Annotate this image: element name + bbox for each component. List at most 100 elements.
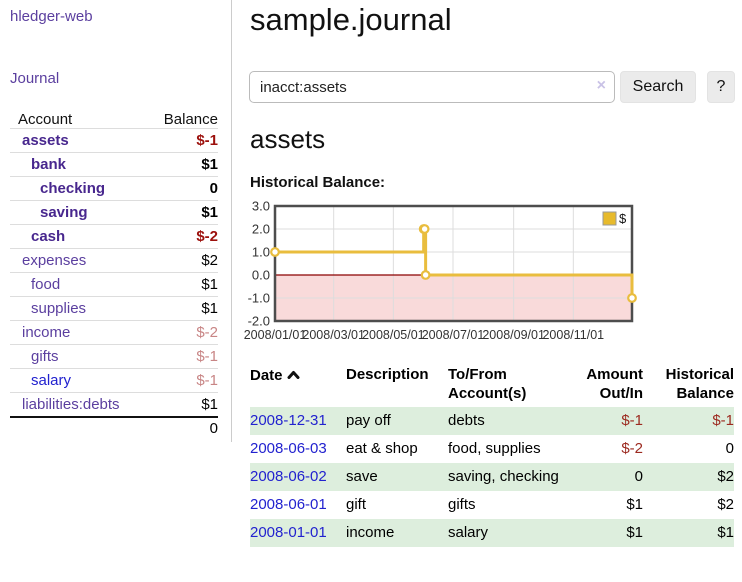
accounts-table: Account Balance assets $-1 bank $1 checking 0…	[10, 104, 218, 438]
register-balance: $2	[717, 496, 734, 513]
accounts-total-value: 0	[209, 419, 218, 437]
register-header-date-label: Date	[250, 367, 283, 384]
account-heading: assets	[250, 124, 326, 154]
x-tick-label: 2008/07/01	[422, 328, 485, 342]
plot-border	[273, 204, 634, 323]
data-point-marker	[420, 270, 431, 280]
register-description: pay off	[346, 407, 448, 435]
register-accounts: food, supplies	[448, 440, 541, 457]
accounts-total-row: 0	[10, 416, 218, 438]
account-link[interactable]: bank	[31, 156, 67, 173]
account-link[interactable]: gifts	[31, 348, 59, 365]
accounts-header-balance: Balance	[163, 111, 218, 128]
register-description: gift	[346, 496, 367, 513]
account-balance: $2	[201, 252, 218, 269]
account-row: income $-2	[10, 320, 218, 344]
x-tick-label: 2008/11/01	[542, 328, 604, 342]
clear-search-icon[interactable]: ×	[596, 77, 606, 94]
account-row: liabilities:debts $1	[10, 392, 218, 416]
account-link[interactable]: checking	[40, 180, 106, 197]
register-date-link[interactable]: 2008-06-02	[250, 468, 327, 485]
account-link[interactable]: saving	[40, 204, 88, 221]
account-balance: $1	[201, 204, 218, 221]
register-accounts: debts	[448, 407, 578, 435]
account-balance: $1	[201, 276, 218, 293]
account-link[interactable]: cash	[31, 228, 66, 245]
account-link[interactable]: income	[22, 324, 71, 341]
search-button[interactable]: Search	[620, 71, 696, 103]
register-row: 2008-01-01 income salary $1 $1	[250, 519, 734, 547]
register-description: income	[346, 519, 448, 547]
register-description: eat & shop	[346, 440, 418, 457]
y-tick-label: -1.0	[248, 291, 270, 306]
search-row: × Search ?	[249, 71, 735, 103]
account-row: expenses $2	[10, 248, 218, 272]
account-link[interactable]: liabilities:debts	[22, 396, 120, 413]
account-row: bank $1	[10, 152, 218, 176]
register-header-description: Description	[346, 366, 429, 383]
register-date-link[interactable]: 2008-01-01	[250, 524, 327, 541]
account-row: cash $-2	[10, 224, 218, 248]
app-brand-link[interactable]: hledger-web	[10, 8, 93, 25]
account-balance: $-1	[196, 132, 218, 149]
register-date-link[interactable]: 2008-12-31	[250, 412, 327, 429]
register-row: 2008-06-01 gift gifts $1 $2	[250, 491, 734, 519]
sort-ascending-icon	[287, 365, 300, 384]
legend-swatch	[602, 211, 617, 226]
account-link[interactable]: food	[31, 276, 61, 293]
account-row: gifts $-1	[10, 344, 218, 368]
data-point-marker	[270, 247, 280, 257]
register-header-accounts: To/From Account(s)	[448, 366, 527, 402]
x-tick-label: 2008/03/01	[302, 328, 365, 342]
register-date-link[interactable]: 2008-06-01	[250, 496, 327, 513]
register-date-link[interactable]: 2008-06-03	[250, 440, 327, 457]
historical-balance-label: Historical Balance:	[250, 174, 386, 191]
account-balance: $1	[201, 156, 218, 173]
register-header-date[interactable]: Date	[250, 363, 346, 407]
account-balance: $1	[201, 300, 218, 317]
search-box: ×	[249, 71, 615, 103]
account-balance: $-2	[196, 228, 218, 245]
legend-label: $	[619, 211, 627, 226]
register-row: 2008-06-03 eat & shop food, supplies $-2 0	[250, 435, 734, 463]
y-tick-label: 0.0	[252, 268, 270, 283]
sidebar-item-journal[interactable]: Journal	[10, 70, 60, 87]
register-description: save	[346, 463, 448, 491]
data-point-marker	[419, 224, 430, 234]
x-tick-label: 2008/01/01	[244, 328, 307, 342]
register-amount: $-1	[578, 407, 643, 435]
account-balance: $-1	[196, 372, 218, 389]
register-table: Date Description To/From Account(s) Amou…	[250, 363, 734, 547]
account-link[interactable]: expenses	[22, 252, 87, 269]
account-row: food $1	[10, 272, 218, 296]
account-balance: $-1	[196, 348, 218, 365]
page-title: sample.journal	[250, 2, 452, 37]
y-tick-label: 3.0	[252, 199, 270, 214]
help-button[interactable]: ?	[707, 71, 735, 103]
register-header-amount: Amount Out/In	[586, 366, 643, 402]
register-balance: 0	[725, 440, 734, 457]
account-link[interactable]: salary	[31, 372, 72, 389]
register-amount: $1	[626, 496, 643, 513]
register-header-row: Date Description To/From Account(s) Amou…	[250, 363, 734, 407]
register-balance: $-1	[643, 407, 734, 435]
account-link[interactable]: supplies	[31, 300, 87, 317]
account-link[interactable]: assets	[22, 132, 69, 149]
balance-chart-svg: $3.0 2.0 1.0 0.0 -1.0 -2.02008/01/012008/03/0…	[244, 199, 637, 342]
register-amount: $1	[578, 519, 643, 547]
sidebar: hledger-web Journal Account Balance asse…	[0, 0, 232, 442]
account-row: supplies $1	[10, 296, 218, 320]
register-balance: $1	[643, 519, 734, 547]
register-accounts: saving, checking	[448, 463, 578, 491]
register-amount: 0	[578, 463, 643, 491]
x-tick-label: 2008/09/01	[482, 328, 545, 342]
account-row: salary $-1	[10, 368, 218, 392]
search-input[interactable]	[249, 71, 615, 103]
balance-chart: $3.0 2.0 1.0 0.0 -1.0 -2.0 2008/01/01 2008/03/0…	[240, 199, 680, 344]
account-row: checking 0	[10, 176, 218, 200]
register-amount: $-2	[621, 440, 643, 457]
register-row: 2008-06-02 save saving, checking 0 $2	[250, 463, 734, 491]
accounts-table-header: Account Balance	[10, 104, 218, 128]
y-tick-label: 1.0	[252, 245, 270, 260]
register-header-balance: Historical Balance	[665, 366, 734, 402]
